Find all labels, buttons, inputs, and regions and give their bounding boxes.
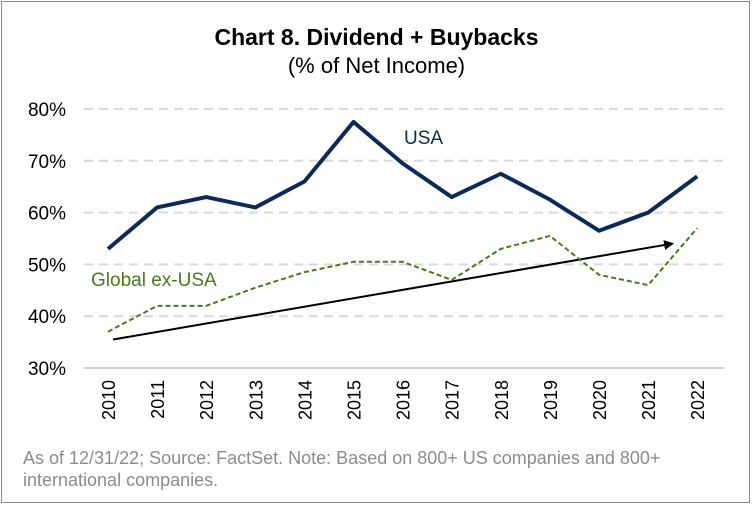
x-tick-label: 2019 — [541, 380, 561, 420]
y-tick-label: 70% — [28, 152, 66, 173]
chart-subtitle: (% of Net Income) — [287, 53, 466, 78]
x-tick-label: 2020 — [590, 380, 610, 420]
x-tick-label: 2016 — [394, 380, 414, 420]
x-tick-label: 2011 — [148, 380, 168, 419]
x-tick-label: 2017 — [443, 380, 463, 420]
x-tick-label: 2015 — [345, 380, 365, 420]
series-label-global-ex-usa: Global ex-USA — [91, 270, 217, 291]
y-tick-label: 50% — [28, 255, 66, 276]
x-tick-label: 2014 — [295, 380, 315, 420]
y-tick-label: 30% — [28, 359, 66, 380]
y-tick-label: 40% — [28, 307, 66, 328]
y-tick-label: 60% — [28, 204, 66, 225]
x-tick-label: 2012 — [197, 380, 217, 420]
trend-arrow — [112, 240, 675, 341]
x-tick-label: 2021 — [639, 380, 659, 420]
series-line-usa — [106, 119, 699, 251]
y-tick-label: 80% — [28, 100, 66, 121]
x-tick-label: 2013 — [246, 380, 266, 420]
source-note: As of 12/31/22; Source: FactSet. Note: B… — [23, 448, 661, 490]
x-tick-label: 2022 — [688, 380, 708, 420]
x-tick-label: 2010 — [99, 380, 119, 420]
series-line-global-ex-usa — [107, 227, 698, 333]
chart-title: Chart 8. Dividend + Buybacks — [214, 24, 539, 50]
series-label-usa: USA — [404, 128, 443, 149]
x-tick-label: 2018 — [492, 380, 512, 420]
